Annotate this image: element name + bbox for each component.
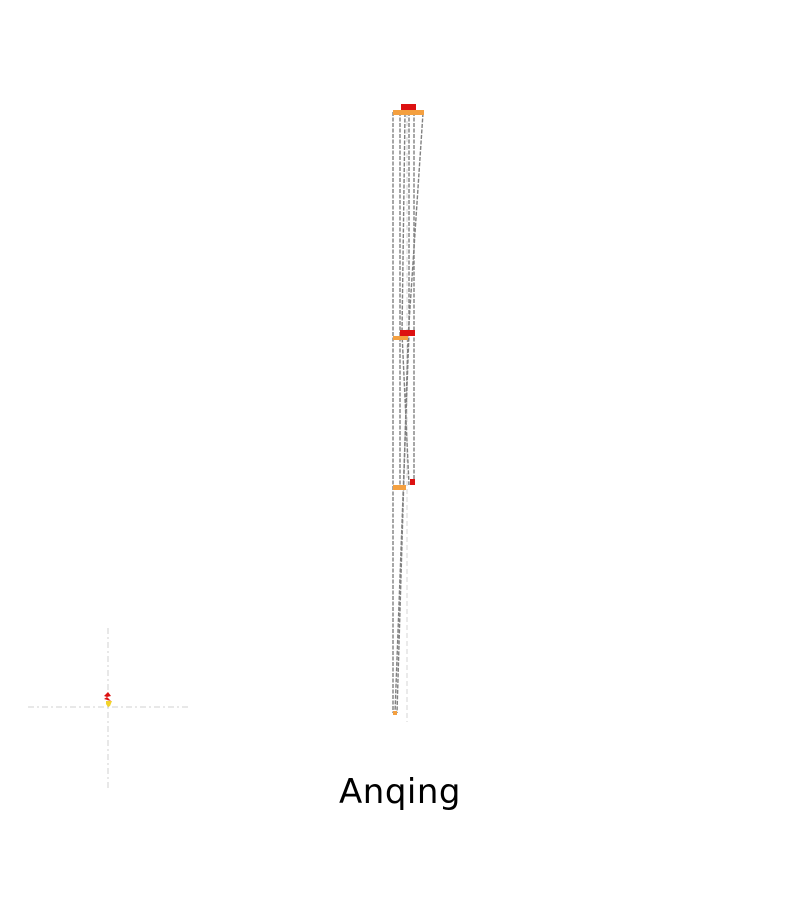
diagram-caption: Anqing (339, 772, 461, 812)
connector-strand (396, 112, 424, 714)
lower-node (393, 479, 415, 490)
lower-node-orange-bar (393, 485, 406, 490)
connector-strands (392, 112, 424, 714)
top-node-orange-bar (393, 110, 424, 115)
lower-node-red-marker (410, 479, 415, 485)
top-node-red-marker (401, 104, 409, 110)
middle-node-red-marker (400, 330, 408, 336)
crosshair-yellow-marker (106, 701, 112, 707)
middle-node (393, 330, 415, 340)
bottom-endpoint-marker (393, 711, 397, 715)
top-node-red-marker (409, 104, 416, 110)
top-node (393, 104, 424, 115)
middle-node-red-marker (408, 330, 415, 336)
middle-node-orange-bar (393, 336, 408, 340)
inset-crosshair (28, 628, 188, 788)
crosshair-red-marker (104, 692, 111, 701)
